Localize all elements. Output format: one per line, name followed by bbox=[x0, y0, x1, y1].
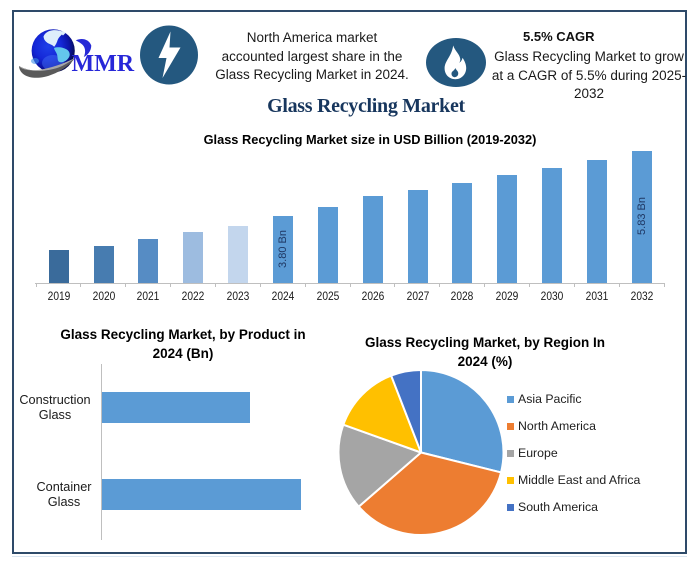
svg-text:MMR: MMR bbox=[72, 51, 135, 77]
